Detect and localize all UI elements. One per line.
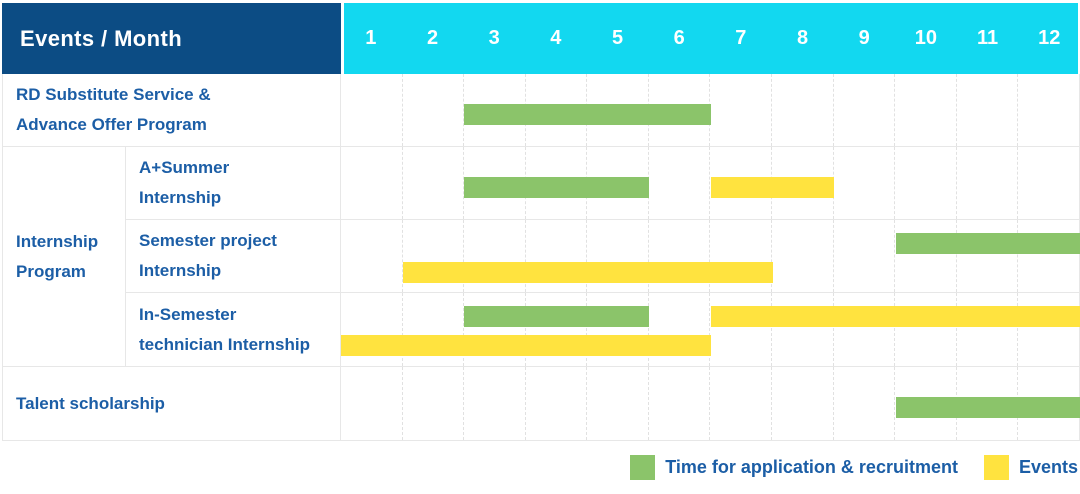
grid-cell <box>1017 293 1079 366</box>
grid-cell <box>894 293 956 366</box>
legend-label-events: Events <box>1018 456 1078 477</box>
grid-cell <box>894 147 956 219</box>
grid-cell <box>463 147 525 219</box>
months-header-background <box>344 3 1078 74</box>
grid-cell <box>524 367 587 440</box>
grid-cell <box>401 293 464 366</box>
grid-cell <box>463 293 525 366</box>
chart-row-2 <box>340 220 1080 293</box>
month-label-9: 9 <box>858 27 870 49</box>
grid-cell <box>894 74 956 146</box>
grid-cell <box>647 220 710 292</box>
events-month-header-cell: Events / Month <box>2 3 341 74</box>
grid-cell <box>1017 147 1079 219</box>
months-header: 1 2 3 4 5 6 7 8 9 10 11 12 <box>340 3 1080 74</box>
month-label-12: 12 <box>1038 27 1061 49</box>
grid-cell <box>401 147 464 219</box>
grid-cell <box>771 367 833 440</box>
row-label-rd-substitute: RD Substitute Service & Advance Offer Pr… <box>2 74 340 147</box>
grid-cell <box>709 220 771 292</box>
grid-cell <box>709 293 771 366</box>
month-label-11: 11 <box>976 27 999 49</box>
grid-cell <box>524 293 587 366</box>
grid-cell <box>832 220 895 292</box>
chart-row-3 <box>340 293 1080 367</box>
bar-green-months-3-5 <box>464 177 650 198</box>
row-label-semester-project: Semester project Internship <box>125 220 340 293</box>
grid-cell <box>832 367 895 440</box>
row-label-talent-scholarship: Talent scholarship <box>2 367 340 441</box>
bar-yellow-months-7-8 <box>711 177 835 198</box>
grid-cell <box>771 74 833 146</box>
grid-cell <box>709 74 771 146</box>
month-label-1: 1 <box>365 27 377 49</box>
grid-cell <box>401 220 464 292</box>
chart-row-4 <box>340 367 1080 441</box>
grid-cell <box>771 220 833 292</box>
grid-cell <box>586 293 648 366</box>
row-label-in-semester-technician: In-Semester technician Internship <box>125 293 340 367</box>
legend-label-application-recruitment: Time for application & recruitment <box>665 456 958 477</box>
month-label-5: 5 <box>611 27 624 49</box>
grid-cell <box>955 293 1018 366</box>
bar-green-months-10-12 <box>896 397 1080 418</box>
chart-row-1 <box>340 147 1080 220</box>
grid-cell <box>771 293 833 366</box>
grid-cell <box>955 147 1018 219</box>
grid-cell <box>1017 74 1079 146</box>
month-label-7: 7 <box>735 27 747 49</box>
grid-cell <box>647 367 710 440</box>
grid-cell <box>586 220 648 292</box>
bar-green-months-3-5 <box>464 306 650 327</box>
month-label-2: 2 <box>426 27 439 49</box>
grid-cell <box>832 74 895 146</box>
row-label-a-plus-summer: A+Summer Internship <box>125 147 340 220</box>
grid-cell <box>955 220 1018 292</box>
grid-cell <box>463 220 525 292</box>
chart-row-0 <box>340 74 1080 147</box>
grid-cell <box>341 74 402 146</box>
grid-cell <box>341 220 402 292</box>
grid-cell <box>463 367 525 440</box>
grid-cell <box>401 74 464 146</box>
grid-cell <box>341 367 402 440</box>
grid-cell <box>709 367 771 440</box>
grid-cell <box>1017 220 1079 292</box>
grid-cell <box>586 367 648 440</box>
month-label-10: 10 <box>914 27 937 49</box>
grid-cell <box>341 147 402 219</box>
month-label-4: 4 <box>550 27 562 49</box>
bar-yellow-months-1-6 <box>341 335 711 356</box>
grid-cell <box>463 74 525 146</box>
grid-cell <box>709 147 771 219</box>
month-label-3: 3 <box>488 27 500 49</box>
grid-cell <box>832 147 895 219</box>
bar-green-months-10-12 <box>896 233 1080 254</box>
group-label-internship-program: Internship Program <box>2 147 125 367</box>
grid-cell <box>401 367 464 440</box>
grid-cell <box>647 147 710 219</box>
bar-yellow-months-2-7 <box>402 262 773 283</box>
grid-cell <box>832 293 895 366</box>
month-label-8: 8 <box>796 27 809 49</box>
legend-swatch-events <box>983 454 1009 480</box>
grid-cell <box>894 367 956 440</box>
month-label-6: 6 <box>673 27 685 49</box>
bar-green-months-3-6 <box>464 104 711 125</box>
events-month-title: Events / Month <box>20 25 183 51</box>
grid-cell <box>524 220 587 292</box>
grid-cell <box>955 74 1018 146</box>
grid-cell <box>894 220 956 292</box>
legend-swatch-application-recruitment <box>630 454 656 480</box>
grid-cell <box>647 293 710 366</box>
bar-yellow-months-7-12 <box>711 306 1080 327</box>
legend: Time for application & recruitment Event… <box>630 452 1078 482</box>
